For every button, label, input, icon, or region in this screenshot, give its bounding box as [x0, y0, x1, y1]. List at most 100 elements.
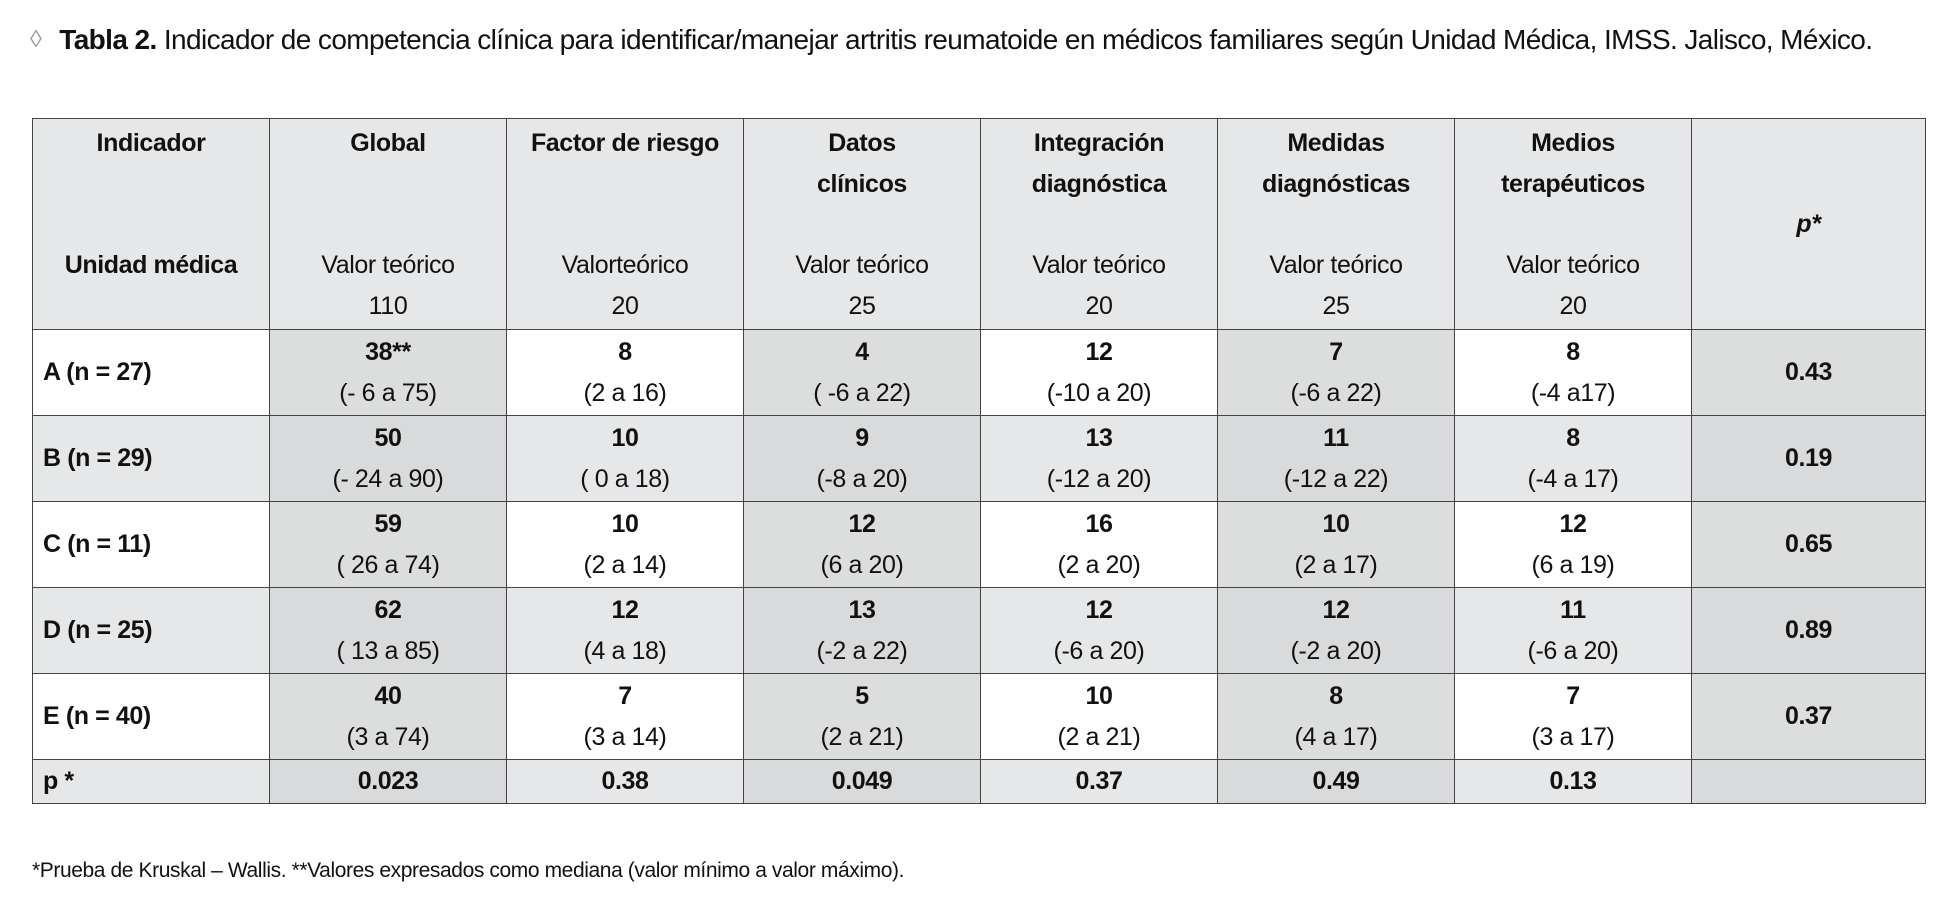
header-indicador: Indicador	[96, 129, 206, 157]
header-column-name: Medidas diagnósticas	[1261, 129, 1411, 198]
p-row-value: 0.023	[269, 759, 507, 804]
cell-value: 8	[1329, 681, 1343, 710]
p-row-empty-cell	[1691, 759, 1926, 804]
header-medios-cell: Medios terapéuticos Valor teórico 20	[1454, 118, 1692, 330]
table-cell: 8 (4 a 17)	[1217, 673, 1455, 760]
cell-value: 5	[855, 681, 869, 710]
table-cell: 12 (-2 a 20)	[1217, 587, 1455, 674]
header-p: p*	[1796, 209, 1821, 238]
cell-value: 12	[1085, 337, 1113, 366]
row-p-value: 0.19	[1691, 415, 1926, 502]
table-row: A (n = 27) 38** (- 6 a 75) 8 (2 a 16) 4 ( -…	[32, 329, 1926, 416]
cell-range: ( 13 a 85)	[336, 636, 440, 665]
cell-value: 12	[1559, 509, 1587, 538]
caption-label: Tabla 2.	[59, 24, 157, 55]
cell-value: 12	[848, 509, 876, 538]
header-medidas-cell: Medidas diagnósticas Valor teórico 25	[1217, 118, 1455, 330]
cell-range: (3 a 17)	[1531, 722, 1615, 751]
header-p-cell: p*	[1691, 118, 1926, 330]
cell-value: 13	[848, 595, 876, 624]
cell-range: (-2 a 22)	[816, 636, 908, 665]
cell-range: ( 0 a 18)	[580, 464, 670, 493]
cell-value: 12	[611, 595, 639, 624]
p-row-value: 0.13	[1454, 759, 1692, 804]
cell-range: (-12 a 20)	[1046, 464, 1152, 493]
table-row: C (n = 11) 59 ( 26 a 74) 10 (2 a 14) 12 (6 …	[32, 501, 1926, 588]
table-cell: 8 (-4 a 17)	[1454, 415, 1692, 502]
cell-range: (- 6 a 75)	[339, 378, 437, 407]
diamond-bullet-icon: ◊	[30, 26, 42, 53]
table-cell: 50 (- 24 a 90)	[269, 415, 507, 502]
table-cell: 10 (2 a 21)	[980, 673, 1218, 760]
cell-range: (2 a 21)	[1057, 722, 1141, 751]
table-row: D (n = 25) 62 ( 13 a 85) 12 (4 a 18) 13 (-2…	[32, 587, 1926, 674]
header-factor-riesgo-cell: Factor de riesgo Valorteórico 20	[506, 118, 744, 330]
table-cell: 40 (3 a 74)	[269, 673, 507, 760]
p-row-value: 0.37	[980, 759, 1218, 804]
cell-range: (2 a 16)	[583, 378, 667, 407]
p-row-value: 0.049	[743, 759, 981, 804]
cell-value: 7	[618, 681, 632, 710]
cell-range: ( -6 a 22)	[813, 378, 911, 407]
cell-range: (3 a 14)	[583, 722, 667, 751]
header-theoretical-value: 20	[1085, 292, 1113, 320]
p-row-value: 0.38	[506, 759, 744, 804]
table-cell: 8 (-4 a17)	[1454, 329, 1692, 416]
table-header-row: Indicador Unidad médica Global Valor teó…	[32, 118, 1926, 330]
cell-range: ( 26 a 74)	[336, 550, 440, 579]
cell-value: 38**	[365, 337, 411, 366]
table-cell: 59 ( 26 a 74)	[269, 501, 507, 588]
table-cell: 5 (2 a 21)	[743, 673, 981, 760]
table-cell: 12 (-6 a 20)	[980, 587, 1218, 674]
cell-value: 11	[1560, 595, 1586, 624]
row-label: D (n = 25)	[32, 587, 270, 674]
header-theoretical-label: Valor teórico	[1032, 251, 1166, 279]
table-cell: 7 (3 a 17)	[1454, 673, 1692, 760]
table-cell: 4 ( -6 a 22)	[743, 329, 981, 416]
p-value-row: p * 0.023 0.38 0.049 0.37 0.49 0.13	[32, 759, 1926, 804]
table-row: B (n = 29) 50 (- 24 a 90) 10 ( 0 a 18) 9 (-…	[32, 415, 1926, 502]
table-cell: 11 (-12 a 22)	[1217, 415, 1455, 502]
cell-range: (-4 a 17)	[1527, 464, 1619, 493]
header-theoretical-value: 20	[611, 292, 639, 320]
cell-range: (- 24 a 90)	[332, 464, 444, 493]
cell-range: (4 a 17)	[1294, 722, 1378, 751]
header-datos-clinicos-cell: Datos clínicos Valor teórico 25	[743, 118, 981, 330]
row-label: C (n = 11)	[32, 501, 270, 588]
table-cell: 7 (3 a 14)	[506, 673, 744, 760]
table-cell: 12 (6 a 20)	[743, 501, 981, 588]
header-theoretical-label: Valor teórico	[321, 251, 455, 279]
cell-range: (-6 a 20)	[1527, 636, 1619, 665]
table-cell: 38** (- 6 a 75)	[269, 329, 507, 416]
table-row: E (n = 40) 40 (3 a 74) 7 (3 a 14) 5 (2 a 21…	[32, 673, 1926, 760]
table-cell: 12 (4 a 18)	[506, 587, 744, 674]
table-cell: 13 (-12 a 20)	[980, 415, 1218, 502]
header-indicador-cell: Indicador Unidad médica	[32, 118, 270, 330]
header-global-cell: Global Valor teórico 110	[269, 118, 507, 330]
header-column-name: Integración diagnóstica	[1031, 129, 1167, 198]
cell-value: 4	[855, 337, 869, 366]
cell-range: (2 a 14)	[583, 550, 667, 579]
cell-range: (-6 a 20)	[1053, 636, 1145, 665]
header-theoretical-value: 20	[1559, 292, 1587, 320]
cell-value: 10	[611, 509, 639, 538]
cell-value: 9	[855, 423, 869, 452]
header-theoretical-label: Valor teórico	[1506, 251, 1640, 279]
cell-value: 7	[1329, 337, 1343, 366]
cell-value: 11	[1323, 423, 1349, 452]
cell-value: 10	[1322, 509, 1350, 538]
table-cell: 10 (2 a 17)	[1217, 501, 1455, 588]
table-cell: 16 (2 a 20)	[980, 501, 1218, 588]
header-theoretical-value: 25	[1322, 292, 1350, 320]
row-label: A (n = 27)	[32, 329, 270, 416]
row-p-value: 0.89	[1691, 587, 1926, 674]
cell-value: 13	[1085, 423, 1113, 452]
table-cell: 8 (2 a 16)	[506, 329, 744, 416]
cell-range: (2 a 20)	[1057, 550, 1141, 579]
cell-range: (-4 a17)	[1530, 378, 1616, 407]
table-cell: 9 (-8 a 20)	[743, 415, 981, 502]
cell-range: (6 a 20)	[820, 550, 904, 579]
table-cell: 13 (-2 a 22)	[743, 587, 981, 674]
cell-range: (-6 a 22)	[1290, 378, 1382, 407]
cell-range: (-10 a 20)	[1046, 378, 1152, 407]
